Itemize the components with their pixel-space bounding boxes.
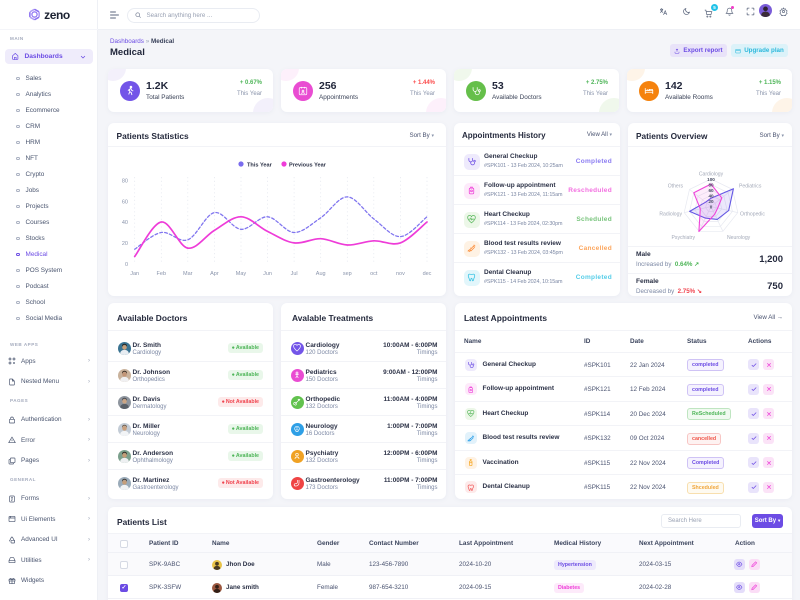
svg-text:40: 40 <box>708 194 714 199</box>
svg-text:Orthopedic: Orthopedic <box>740 212 765 218</box>
svg-text:80: 80 <box>122 178 128 184</box>
svg-text:Psychiatry: Psychiatry <box>672 235 696 241</box>
svg-text:100: 100 <box>707 177 715 182</box>
svg-text:dec: dec <box>423 271 432 277</box>
svg-text:Neurology: Neurology <box>727 235 751 241</box>
svg-text:40: 40 <box>122 220 128 226</box>
svg-text:60: 60 <box>122 199 128 205</box>
svg-text:This Year: This Year <box>247 162 273 168</box>
svg-text:Jan: Jan <box>130 271 139 277</box>
svg-text:Apr: Apr <box>210 271 219 277</box>
svg-text:Radiology: Radiology <box>659 212 682 218</box>
svg-text:80: 80 <box>708 183 714 188</box>
svg-text:60: 60 <box>708 188 714 193</box>
svg-text:0: 0 <box>125 262 128 268</box>
svg-text:Pediatrics: Pediatrics <box>739 184 762 190</box>
svg-text:Previous Year: Previous Year <box>289 162 327 168</box>
svg-text:sep: sep <box>343 271 352 277</box>
svg-text:May: May <box>236 271 247 277</box>
svg-text:Jul: Jul <box>291 271 298 277</box>
svg-text:oct: oct <box>370 271 378 277</box>
svg-text:Feb: Feb <box>157 271 166 277</box>
svg-text:Jun: Jun <box>263 271 272 277</box>
svg-text:20: 20 <box>708 199 714 204</box>
svg-text:20: 20 <box>122 241 128 247</box>
svg-text:nov: nov <box>396 271 405 277</box>
svg-text:Aug: Aug <box>316 271 326 277</box>
svg-text:Cardiology: Cardiology <box>699 172 724 178</box>
svg-text:0: 0 <box>710 205 713 210</box>
svg-text:Others: Others <box>668 184 684 190</box>
svg-text:Mar: Mar <box>183 271 193 277</box>
